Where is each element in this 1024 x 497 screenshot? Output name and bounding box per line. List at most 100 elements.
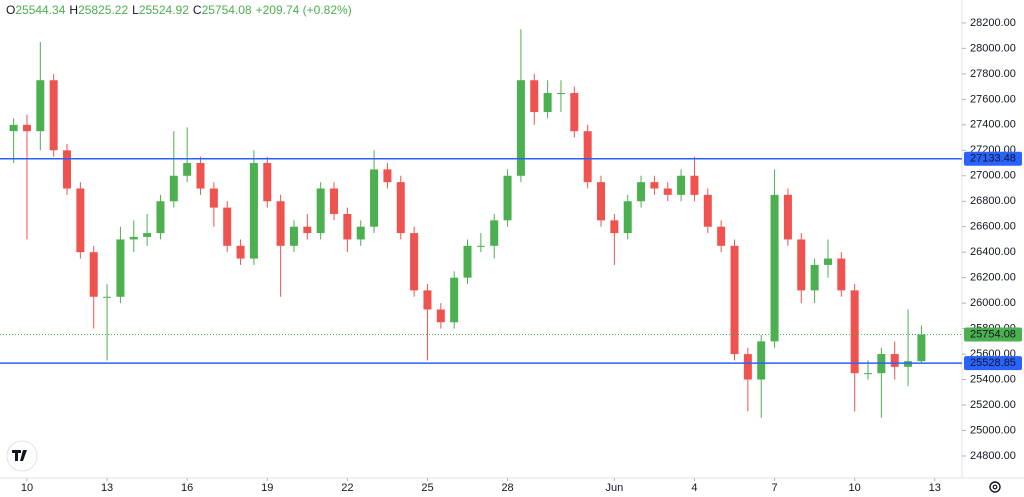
candle-body xyxy=(276,201,285,246)
candle-body xyxy=(116,239,125,297)
candle-body xyxy=(823,258,832,265)
y-tick-label: 27800.00 xyxy=(970,68,1016,80)
candle-body xyxy=(597,182,606,221)
candle-body xyxy=(837,258,846,291)
candle-body xyxy=(129,236,138,240)
candle-body xyxy=(356,226,365,240)
candle-body xyxy=(156,201,165,234)
candle-body xyxy=(89,252,98,297)
y-tick-label: 26200.00 xyxy=(970,272,1016,284)
candle-body xyxy=(249,163,258,259)
axes: 24800.0025000.0025200.0025400.0025600.00… xyxy=(21,17,1022,494)
candle-body xyxy=(436,309,445,323)
settings-button[interactable] xyxy=(989,481,1001,493)
legend-key: L xyxy=(132,3,139,17)
candle-body xyxy=(76,188,85,253)
x-tick-label: Jun xyxy=(605,482,623,494)
candle-body xyxy=(423,290,432,310)
x-tick-label: 7 xyxy=(772,482,778,494)
legend-key: C xyxy=(193,3,202,17)
legend-value: 25754.08 xyxy=(202,3,252,17)
candle-body xyxy=(370,169,379,227)
candle-body xyxy=(703,194,712,227)
x-tick-label: 4 xyxy=(691,482,697,494)
candle-body xyxy=(570,92,579,132)
candle-body xyxy=(850,290,859,374)
candle-body xyxy=(316,188,325,234)
y-tick-label: 26600.00 xyxy=(970,221,1016,233)
y-tick-label: 27400.00 xyxy=(970,119,1016,131)
candle-body xyxy=(263,163,272,202)
candle-body xyxy=(516,80,525,176)
candle-body xyxy=(663,188,672,195)
last-price-label: 25754.08 xyxy=(970,328,1016,340)
x-tick-label: 28 xyxy=(501,482,513,494)
candle-body xyxy=(343,213,352,240)
candle-body xyxy=(49,80,58,151)
candle-body xyxy=(223,207,232,246)
y-tick-label: 25200.00 xyxy=(970,399,1016,411)
logo-mark xyxy=(12,450,27,461)
y-tick-label: 26400.00 xyxy=(970,246,1016,258)
candle-body xyxy=(623,201,632,234)
candle-body xyxy=(650,182,659,189)
candle-body xyxy=(530,80,539,113)
candle-body xyxy=(169,175,178,202)
y-tick-label: 28000.00 xyxy=(970,42,1016,54)
candle-body xyxy=(864,373,873,375)
candle-body xyxy=(383,169,392,183)
candle-body xyxy=(743,354,752,380)
candle-body xyxy=(797,239,806,291)
candle-body xyxy=(677,175,686,195)
candle-body xyxy=(463,245,472,278)
candle-body xyxy=(890,354,899,367)
y-tick-label: 25000.00 xyxy=(970,424,1016,436)
x-tick-label: 10 xyxy=(849,482,861,494)
legend-value: 25825.22 xyxy=(78,3,128,17)
candle-body xyxy=(610,220,619,234)
y-tick-label: 26800.00 xyxy=(970,195,1016,207)
candle-body xyxy=(36,80,45,132)
candle-body xyxy=(396,182,405,234)
y-tick-label: 27000.00 xyxy=(970,170,1016,182)
candle-body xyxy=(143,233,152,237)
last-price-box xyxy=(964,327,1022,342)
candle-body xyxy=(183,163,192,176)
y-tick-label: 25400.00 xyxy=(970,373,1016,385)
x-tick-label: 13 xyxy=(101,482,113,494)
ohlc-legend: O25544.34 H25825.22 L25524.92 C25754.08 +209… xyxy=(6,3,352,17)
candle-body xyxy=(730,245,739,355)
settings-icon-core[interactable] xyxy=(992,484,998,490)
candle-body xyxy=(196,163,205,189)
candle-body xyxy=(717,226,726,246)
candle-body xyxy=(770,194,779,342)
x-tick-label: 25 xyxy=(421,482,433,494)
x-tick-label: 19 xyxy=(261,482,273,494)
legend-change: +209.74 (+0.82%) xyxy=(256,3,352,17)
candle-body xyxy=(904,361,913,367)
candle-body xyxy=(289,226,298,246)
level-label-box xyxy=(964,151,1022,166)
candle-body xyxy=(917,334,926,362)
candle-body xyxy=(209,188,218,208)
candle-body xyxy=(450,277,459,323)
candle-body xyxy=(476,245,485,247)
candle-body xyxy=(9,124,18,132)
candle-body xyxy=(103,296,112,298)
candle-body xyxy=(810,264,819,291)
y-tick-label: 24800.00 xyxy=(970,450,1016,462)
level-label: 27133.48 xyxy=(970,153,1016,165)
logo xyxy=(6,440,38,472)
settings-icon[interactable] xyxy=(989,481,1001,493)
x-tick-label: 16 xyxy=(181,482,193,494)
x-tick-label: 22 xyxy=(341,482,353,494)
candle-body xyxy=(757,341,766,380)
legend-value: 25544.34 xyxy=(15,3,65,17)
legend-key: H xyxy=(69,3,78,17)
candle-body xyxy=(490,220,499,246)
y-tick-label: 26000.00 xyxy=(970,297,1016,309)
x-tick-label: 10 xyxy=(21,482,33,494)
candle-body xyxy=(410,233,419,291)
